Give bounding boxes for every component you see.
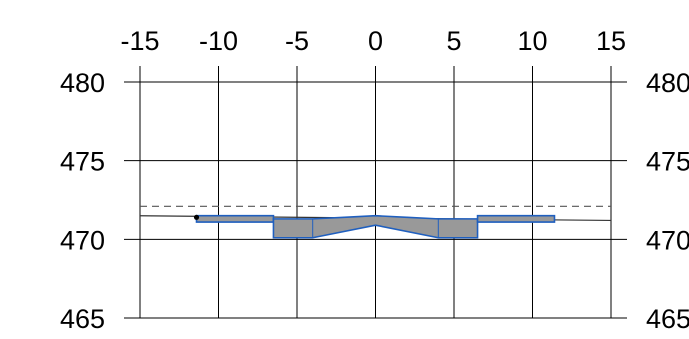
endpoint-marker bbox=[193, 214, 200, 220]
right-y-tick-label-0: 480 bbox=[646, 68, 689, 98]
x-tick-label-6: 15 bbox=[596, 26, 626, 56]
x-tick-label-0: -15 bbox=[120, 26, 159, 56]
left-shoulder-shape bbox=[195, 214, 275, 223]
x-tick-label-1: -10 bbox=[199, 26, 238, 56]
x-tick-label-5: 10 bbox=[517, 26, 547, 56]
right-y-tick-label-3: 465 bbox=[646, 304, 689, 334]
x-tick-label-2: -5 bbox=[285, 26, 309, 56]
x-tick-label-4: 5 bbox=[446, 26, 461, 56]
right-shoulder-shape bbox=[476, 214, 556, 223]
left-y-tick-label-2: 475 bbox=[60, 147, 105, 177]
right-y-tick-label-1: 475 bbox=[646, 147, 689, 177]
right-y-tick-label-2: 470 bbox=[646, 225, 689, 255]
x-tick-label-3: 0 bbox=[368, 26, 383, 56]
left-y-tick-label-1: 470 bbox=[60, 225, 105, 255]
left-y-tick-label-0: 465 bbox=[60, 304, 105, 334]
left-y-tick-label-3: 480 bbox=[60, 68, 105, 98]
